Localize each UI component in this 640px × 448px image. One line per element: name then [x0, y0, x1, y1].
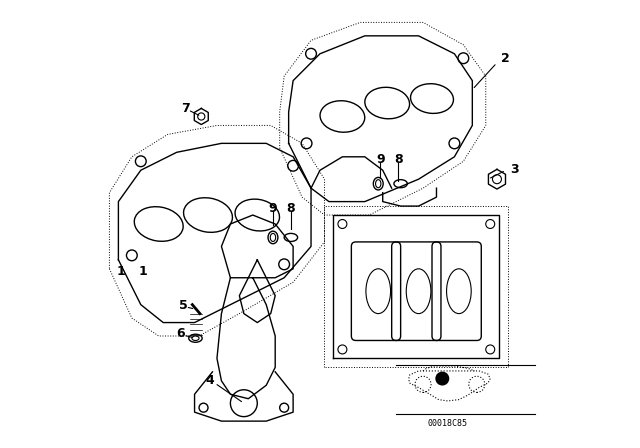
Text: 00018C85: 00018C85: [428, 419, 468, 428]
Text: 9: 9: [269, 202, 277, 215]
Text: 7: 7: [181, 102, 190, 115]
Text: 2: 2: [502, 52, 510, 65]
Circle shape: [436, 372, 449, 385]
Ellipse shape: [189, 334, 202, 342]
Text: 6: 6: [177, 327, 185, 340]
Ellipse shape: [268, 231, 278, 244]
Ellipse shape: [284, 233, 298, 241]
Text: 8: 8: [287, 202, 295, 215]
Ellipse shape: [394, 180, 408, 188]
Text: 4: 4: [206, 374, 214, 388]
Text: 8: 8: [394, 152, 403, 166]
Text: 5: 5: [179, 299, 188, 312]
Text: 1: 1: [139, 264, 148, 278]
Text: 1: 1: [116, 264, 125, 278]
Ellipse shape: [373, 177, 383, 190]
Text: 3: 3: [511, 163, 519, 176]
Text: 9: 9: [376, 152, 385, 166]
